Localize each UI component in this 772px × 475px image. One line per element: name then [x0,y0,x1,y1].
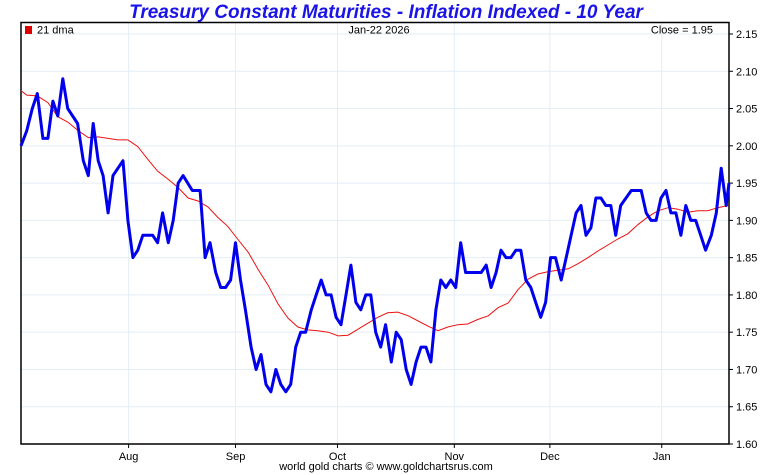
y-tick-label: 1.85 [736,253,757,265]
legend-swatch-21dma [25,26,32,34]
y-tick-label: 1.90 [736,215,757,227]
x-tick-label: Nov [445,451,465,463]
y-axis: 1.60 1.65 1.70 1.75 1.80 1.85 1.90 1.95 2.00 2.05… [729,29,757,451]
chart-title: Treasury Constant Maturities - Inflation… [129,2,643,23]
y-tick-label: 1.70 [736,364,757,376]
plot-frame [20,21,730,445]
legend-label-21dma: 21 dma [37,25,75,37]
footer-credit: world gold charts © www.goldchartsrus.co… [279,461,493,473]
x-tick-label: Oct [329,451,346,463]
grid [21,23,729,444]
y-tick-label: 2.15 [736,29,757,41]
y-tick-label: 1.60 [736,439,757,451]
y-tick-label: 1.75 [736,327,757,339]
x-tick-label: Sep [226,451,246,463]
series-line-price [19,77,731,394]
x-tick-label: Dec [540,451,560,463]
y-tick-label: 2.05 [736,104,757,116]
y-tick-label: 1.80 [736,290,757,302]
x-tick-label: Jan [653,451,671,463]
close-label: Close = 1.95 [651,25,713,37]
y-tick-label: 2.10 [736,66,757,78]
y-tick-label: 1.95 [736,178,757,190]
y-tick-label: 2.00 [736,141,757,153]
y-tick-label: 1.65 [736,402,757,414]
x-axis: Aug Sep Oct Nov Dec Jan [119,444,671,463]
date-label: Jan-22 2026 [348,25,409,37]
x-tick-label: Aug [119,451,139,463]
